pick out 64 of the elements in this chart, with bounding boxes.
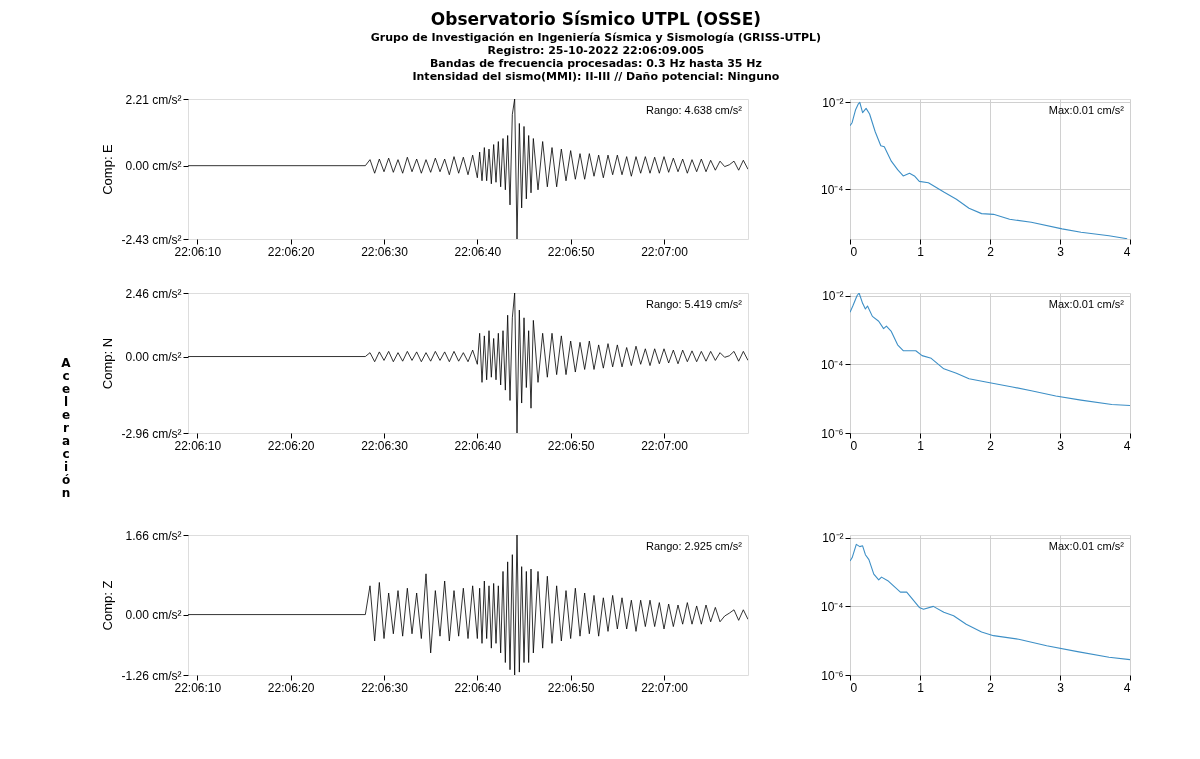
x-tick-label: 1: [917, 244, 925, 259]
x-tick-label: 22:06:30: [361, 680, 409, 695]
y-tick-label: 10⁻²: [822, 95, 844, 110]
y-tick-label: -2.43 cm/s²: [121, 232, 182, 247]
x-tick-label: 22:07:00: [641, 244, 689, 259]
annotation: Max:0.01 cm/s²: [1048, 298, 1125, 310]
x-tick-label: 22:06:30: [361, 244, 409, 259]
annotation: Rango: 4.638 cm/s²: [646, 104, 743, 116]
x-tick-label: 3: [1057, 680, 1065, 695]
x-tick-label: 3: [1057, 438, 1065, 453]
y-axis-title: Comp: E: [100, 143, 116, 195]
x-tick-label: 22:06:50: [547, 680, 595, 695]
x-tick-label: 4: [1123, 680, 1131, 695]
x-tick-label: 4: [1123, 438, 1131, 453]
x-tick-label: 0: [850, 244, 858, 259]
x-tick-label: 2: [987, 680, 995, 695]
y-tick-label: 10⁻⁴: [820, 182, 844, 197]
x-tick-label: 3: [1057, 244, 1065, 259]
y-tick-label: -1.26 cm/s²: [121, 668, 182, 683]
y-axis-title: Comp: N: [100, 337, 116, 390]
x-tick-label: 1: [917, 680, 925, 695]
y-tick-label: 1.66 cm/s²: [125, 528, 182, 543]
annotation: Rango: 5.419 cm/s²: [646, 298, 743, 310]
x-tick-label: 22:06:10: [174, 244, 222, 259]
x-tick-label: 22:06:40: [454, 680, 502, 695]
annotation: Max:0.01 cm/s²: [1048, 104, 1125, 116]
y-tick-label: 2.46 cm/s²: [125, 286, 182, 301]
y-tick-label: 2.21 cm/s²: [125, 92, 182, 107]
chart-subtitle: Grupo de Investigación en Ingeniería Sísmica y Sismología (GRISS-UTPL) Registro: 25-10-2022 22:06:09.005 Bandas de frecuencia procesadas: 0.3 Hz hasta 35 Hz Intensidad del sismo(MMI): II-III // Daño potencial: Ninguno: [370, 30, 822, 83]
text: Aceleración: [61, 356, 71, 500]
y-tick-label: -2.96 cm/s²: [121, 426, 182, 441]
x-tick-label: 22:06:40: [454, 438, 502, 453]
x-tick-label: 22:06:30: [361, 438, 409, 453]
x-tick-label: 2: [987, 244, 995, 259]
x-tick-label: 22:06:20: [267, 680, 315, 695]
x-tick-label: 22:06:10: [174, 438, 222, 453]
line-series: [850, 543, 1130, 661]
x-tick-label: 0: [850, 438, 858, 453]
x-tick-label: 4: [1123, 244, 1131, 259]
y-tick-label: 0.00 cm/s²: [125, 159, 182, 174]
x-tick-label: 1: [917, 438, 925, 453]
x-tick-label: 22:06:20: [267, 244, 315, 259]
y-tick-label: 10⁻⁶: [821, 668, 844, 683]
annotation: Rango: 2.925 cm/s²: [646, 540, 743, 552]
y-tick-label: 10⁻²: [822, 289, 844, 304]
x-tick-label: 22:06:50: [547, 438, 595, 453]
x-tick-label: 22:07:00: [641, 680, 689, 695]
y-tick-label: 10⁻⁶: [821, 426, 844, 441]
y-tick-label: 0.00 cm/s²: [125, 608, 182, 623]
x-tick-label: 22:06:20: [267, 438, 315, 453]
x-tick-label: 22:07:00: [641, 438, 689, 453]
x-tick-label: 22:06:40: [454, 244, 502, 259]
chart-title: Observatorio Sísmico UTPL (OSSE): [430, 8, 762, 29]
line-series: [850, 101, 1128, 239]
y-tick-label: 10⁻⁴: [820, 357, 844, 372]
x-tick-label: 0: [850, 680, 858, 695]
y-axis-title: Comp: Z: [100, 580, 116, 631]
y-tick-label: 10⁻²: [822, 531, 844, 546]
annotation: Max:0.01 cm/s²: [1048, 540, 1125, 552]
x-tick-label: 22:06:50: [547, 244, 595, 259]
y-tick-label: 10⁻⁴: [820, 599, 844, 614]
x-tick-label: 22:06:10: [174, 680, 222, 695]
x-tick-label: 2: [987, 438, 995, 453]
y-tick-label: 0.00 cm/s²: [125, 350, 182, 365]
